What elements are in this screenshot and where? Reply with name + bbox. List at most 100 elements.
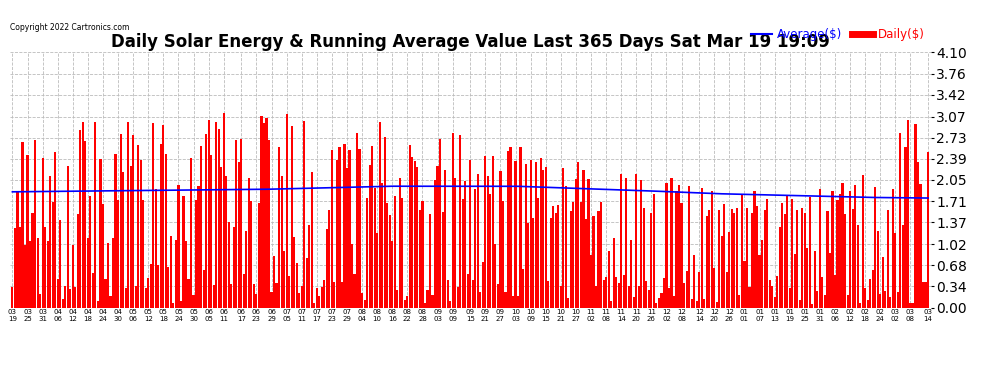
Bar bbox=[897, 292, 899, 308]
Bar bbox=[42, 158, 44, 308]
Bar bbox=[187, 279, 189, 308]
Bar bbox=[218, 129, 220, 308]
Bar bbox=[313, 303, 316, 307]
Bar bbox=[582, 170, 584, 308]
Bar bbox=[520, 147, 522, 308]
Bar bbox=[522, 269, 524, 308]
Bar bbox=[824, 295, 826, 307]
Bar bbox=[484, 156, 486, 308]
Bar bbox=[645, 281, 647, 308]
Bar bbox=[54, 152, 56, 308]
Bar bbox=[489, 194, 491, 308]
Bar bbox=[260, 116, 262, 308]
Bar bbox=[680, 203, 683, 308]
Bar bbox=[832, 192, 834, 308]
Bar bbox=[806, 248, 809, 308]
Bar bbox=[225, 176, 228, 308]
Bar bbox=[920, 184, 922, 308]
Bar bbox=[905, 147, 907, 308]
Bar bbox=[233, 226, 235, 308]
Bar bbox=[248, 178, 249, 308]
Bar bbox=[691, 300, 693, 307]
Bar bbox=[756, 206, 758, 308]
Bar bbox=[175, 240, 177, 308]
Bar bbox=[482, 261, 484, 308]
Bar bbox=[842, 183, 843, 308]
Bar bbox=[758, 255, 760, 308]
Bar bbox=[570, 211, 572, 308]
Bar bbox=[170, 236, 172, 308]
Bar bbox=[701, 188, 703, 308]
Bar bbox=[56, 279, 58, 308]
Bar bbox=[641, 180, 643, 308]
Bar bbox=[894, 232, 897, 308]
Bar bbox=[451, 134, 453, 308]
Bar bbox=[361, 293, 363, 308]
Bar bbox=[140, 160, 142, 308]
Bar bbox=[434, 180, 437, 308]
Bar bbox=[688, 186, 690, 308]
Bar bbox=[547, 281, 549, 308]
Bar bbox=[884, 291, 886, 308]
Bar bbox=[497, 284, 499, 308]
Bar bbox=[554, 213, 556, 308]
Bar bbox=[148, 278, 149, 308]
Bar bbox=[461, 199, 463, 308]
Bar bbox=[456, 287, 458, 308]
Bar bbox=[135, 286, 137, 308]
Bar bbox=[751, 213, 753, 308]
Bar bbox=[864, 288, 866, 308]
Bar bbox=[552, 206, 554, 308]
Bar bbox=[650, 213, 652, 308]
Bar bbox=[494, 244, 496, 308]
Bar bbox=[446, 280, 448, 308]
Bar bbox=[515, 161, 517, 308]
Bar bbox=[540, 158, 542, 308]
Bar bbox=[657, 298, 660, 307]
Bar bbox=[59, 220, 61, 308]
Bar bbox=[882, 257, 884, 307]
Bar bbox=[781, 203, 783, 308]
Bar bbox=[590, 255, 592, 308]
Bar bbox=[241, 139, 243, 308]
Bar bbox=[24, 245, 26, 308]
Bar bbox=[414, 161, 416, 308]
Bar bbox=[208, 120, 210, 308]
Bar bbox=[844, 214, 846, 308]
Bar bbox=[507, 151, 509, 308]
Bar bbox=[203, 270, 205, 308]
Bar bbox=[363, 300, 365, 307]
Bar bbox=[917, 162, 919, 308]
Bar bbox=[643, 208, 644, 308]
Bar bbox=[811, 304, 814, 307]
Bar bbox=[344, 144, 346, 308]
Bar bbox=[172, 303, 174, 307]
Bar bbox=[107, 243, 109, 308]
Bar bbox=[92, 273, 94, 308]
Bar bbox=[411, 157, 414, 308]
Bar bbox=[278, 147, 280, 308]
Bar bbox=[283, 251, 285, 308]
Bar bbox=[417, 166, 419, 308]
Bar bbox=[268, 140, 270, 308]
Bar bbox=[339, 147, 341, 308]
Bar bbox=[849, 191, 851, 308]
Bar bbox=[200, 146, 202, 308]
Bar bbox=[228, 222, 230, 308]
Bar bbox=[64, 285, 66, 308]
Bar bbox=[879, 294, 881, 308]
Bar bbox=[449, 300, 451, 307]
Bar bbox=[786, 195, 788, 308]
Bar bbox=[213, 285, 215, 308]
Bar bbox=[771, 286, 773, 308]
Bar bbox=[110, 296, 112, 307]
Bar bbox=[784, 214, 786, 308]
Bar bbox=[799, 300, 801, 307]
Bar bbox=[706, 216, 708, 308]
Bar bbox=[353, 274, 355, 308]
Bar bbox=[625, 178, 628, 308]
Bar bbox=[902, 225, 904, 308]
Bar bbox=[306, 258, 308, 308]
Bar bbox=[564, 186, 567, 308]
Bar bbox=[99, 159, 102, 308]
